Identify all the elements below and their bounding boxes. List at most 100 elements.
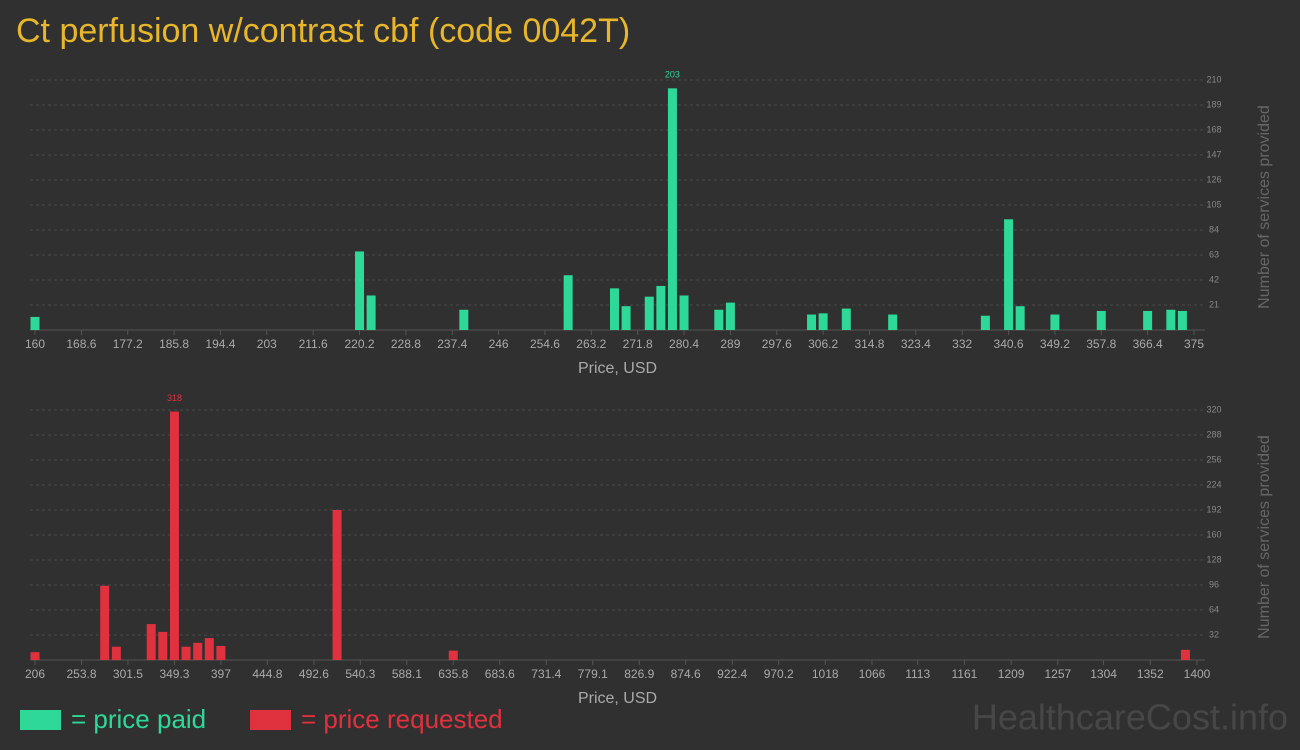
bar	[30, 652, 40, 660]
bar	[667, 88, 677, 330]
y-tick-label: 128	[1206, 554, 1221, 564]
legend-swatch	[250, 710, 291, 730]
x-tick-label: 349.3	[159, 667, 189, 681]
x-tick-label: 340.6	[994, 337, 1024, 351]
bar	[111, 646, 121, 660]
x-tick-label: 1161	[951, 667, 977, 681]
bar	[193, 642, 203, 660]
x-tick-label: 301.5	[113, 667, 143, 681]
x-tick-label: 375	[1184, 337, 1204, 351]
x-tick-label: 211.6	[299, 337, 328, 351]
bar	[30, 316, 40, 330]
x-tick-label: 540.3	[345, 667, 375, 681]
x-tick-label: 314.8	[854, 337, 884, 351]
x-tick-label: 1304	[1090, 667, 1117, 681]
x-tick-label: 220.2	[345, 337, 375, 351]
x-tick-label: 206	[25, 667, 45, 681]
bar	[1177, 310, 1187, 330]
bar	[332, 510, 342, 660]
bar	[563, 275, 573, 330]
bar	[807, 314, 817, 330]
x-tick-label: 492.6	[299, 667, 329, 681]
bar	[216, 645, 226, 660]
x-tick-label: 1113	[905, 667, 930, 681]
bar	[644, 296, 654, 330]
x-tick-label: 203	[257, 337, 277, 351]
y-tick-label: 192	[1206, 504, 1221, 514]
bar	[1166, 309, 1176, 330]
peak-label: 203	[665, 70, 680, 80]
bar	[980, 315, 990, 330]
x-tick-label: 683.6	[485, 667, 515, 681]
x-tick-label: 970.2	[764, 667, 794, 681]
bar	[841, 308, 851, 330]
bar	[714, 309, 724, 330]
bar	[448, 650, 458, 660]
x-tick-label: 366.4	[1133, 337, 1163, 351]
x-tick-label: 237.4	[437, 337, 467, 351]
y-tick-label: 160	[1206, 529, 1221, 539]
x-tick-label: 922.4	[717, 667, 747, 681]
bar	[656, 285, 666, 330]
x-tick-label: 263.2	[576, 337, 606, 351]
x-tick-label: 323.4	[901, 337, 931, 351]
x-tick-label: 731.4	[531, 667, 561, 681]
bar	[1004, 219, 1014, 330]
y-tick-label: 189	[1206, 99, 1221, 109]
x-tick-label: 826.9	[624, 667, 654, 681]
x-axis-title: Price, USD	[578, 690, 657, 707]
x-tick-label: 1352	[1137, 667, 1164, 681]
x-tick-label: 349.2	[1040, 337, 1070, 351]
x-tick-label: 874.6	[671, 667, 701, 681]
y-tick-label: 126	[1206, 174, 1221, 184]
y-tick-label: 288	[1206, 429, 1221, 439]
y-tick-label: 168	[1206, 124, 1221, 134]
y-tick-label: 42	[1209, 274, 1219, 284]
x-tick-label: 246	[489, 337, 509, 351]
bar	[725, 302, 735, 330]
x-tick-label: 289	[720, 337, 740, 351]
bar	[1050, 314, 1060, 330]
x-tick-label: 160	[25, 337, 45, 351]
legend-label: = price requested	[301, 704, 503, 734]
y-tick-label: 21	[1209, 299, 1219, 309]
x-tick-label: 1400	[1184, 667, 1211, 681]
x-tick-label: 444.8	[252, 667, 282, 681]
bar	[146, 624, 156, 660]
y-tick-label: 320	[1206, 404, 1221, 414]
x-tick-label: 397	[211, 667, 231, 681]
bar	[355, 251, 365, 330]
y-tick-label: 96	[1209, 579, 1219, 589]
y-axis-title: Number of services provided	[1256, 105, 1273, 309]
x-tick-label: 253.8	[67, 667, 97, 681]
x-tick-label: 1066	[859, 667, 886, 681]
x-tick-label: 194.4	[205, 337, 235, 351]
y-tick-label: 64	[1209, 604, 1219, 614]
bar	[818, 313, 828, 330]
x-tick-label: 357.8	[1086, 337, 1116, 351]
x-tick-label: 779.1	[578, 667, 608, 681]
peak-label: 318	[167, 393, 182, 403]
y-tick-label: 84	[1209, 224, 1219, 234]
x-tick-label: 280.4	[669, 337, 699, 351]
bar	[1180, 649, 1190, 660]
y-tick-label: 63	[1209, 249, 1219, 259]
x-tick-label: 185.8	[159, 337, 189, 351]
x-tick-label: 168.6	[66, 337, 96, 351]
y-axis-title: Number of services provided	[1256, 435, 1273, 639]
x-tick-label: 297.6	[762, 337, 792, 351]
watermark: HealthcareCost.info	[972, 697, 1288, 738]
x-tick-label: 635.8	[438, 667, 468, 681]
bar	[169, 411, 179, 660]
y-tick-label: 224	[1206, 479, 1221, 489]
bar	[1143, 310, 1153, 330]
y-tick-label: 105	[1206, 199, 1221, 209]
x-tick-label: 332	[952, 337, 972, 351]
bar	[621, 306, 631, 330]
chart-title: Ct perfusion w/contrast cbf (code 0042T)	[16, 12, 630, 50]
x-tick-label: 588.1	[392, 667, 422, 681]
x-tick-label: 228.8	[391, 337, 421, 351]
x-axis-title: Price, USD	[578, 360, 657, 377]
